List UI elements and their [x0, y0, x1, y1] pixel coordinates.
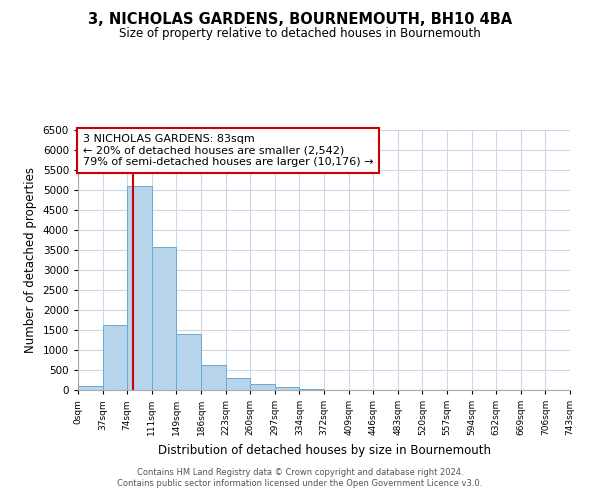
Text: 3 NICHOLAS GARDENS: 83sqm
← 20% of detached houses are smaller (2,542)
79% of se: 3 NICHOLAS GARDENS: 83sqm ← 20% of detac…: [83, 134, 373, 167]
Bar: [127, 186, 152, 390]
Bar: [226, 378, 250, 390]
X-axis label: Distribution of detached houses by size in Bournemouth: Distribution of detached houses by size …: [157, 444, 491, 456]
Bar: [176, 334, 201, 390]
Bar: [201, 365, 226, 390]
Bar: [78, 386, 103, 390]
Bar: [299, 389, 324, 390]
Bar: [275, 387, 299, 390]
Bar: [250, 384, 275, 390]
Bar: [103, 325, 127, 390]
Text: Contains HM Land Registry data © Crown copyright and database right 2024.
Contai: Contains HM Land Registry data © Crown c…: [118, 468, 482, 487]
Bar: [152, 247, 176, 390]
Text: Size of property relative to detached houses in Bournemouth: Size of property relative to detached ho…: [119, 28, 481, 40]
Text: 3, NICHOLAS GARDENS, BOURNEMOUTH, BH10 4BA: 3, NICHOLAS GARDENS, BOURNEMOUTH, BH10 4…: [88, 12, 512, 28]
Y-axis label: Number of detached properties: Number of detached properties: [24, 167, 37, 353]
